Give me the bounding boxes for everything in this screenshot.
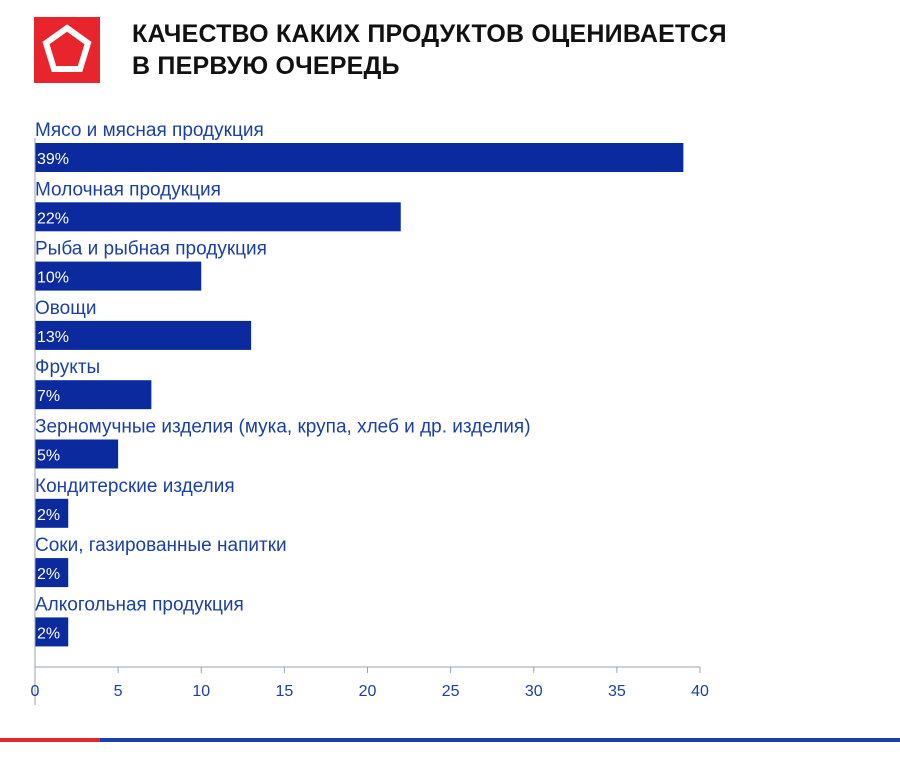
bar (35, 202, 401, 232)
x-tick-label: 40 (691, 683, 709, 700)
x-tick-label: 10 (192, 683, 210, 700)
logo (34, 17, 100, 83)
value-label: 2% (37, 625, 60, 642)
value-label: 22% (37, 210, 69, 227)
x-tick-label: 30 (525, 683, 543, 700)
x-tick-label: 20 (359, 683, 377, 700)
x-tick-label: 15 (275, 683, 293, 700)
category-label: Кондитерские изделия (35, 476, 235, 497)
pentagon-icon (42, 24, 92, 72)
bar (35, 320, 252, 350)
bar (35, 380, 152, 410)
category-label: Зерномучные изделия (мука, крупа, хлеб и… (35, 417, 531, 438)
bar (35, 143, 684, 172)
x-tick-label: 35 (608, 683, 626, 700)
value-label: 5% (37, 448, 60, 465)
footer-line (100, 738, 900, 742)
bar (35, 498, 69, 528)
chart-title-line-1: КАЧЕСТВО КАКИХ ПРОДУКТОВ ОЦЕНИВАЕТСЯ (132, 20, 727, 48)
category-label: Рыба и рыбная продукция (35, 239, 267, 260)
bar (35, 261, 202, 291)
category-label: Соки, газированные напитки (35, 535, 287, 556)
bar (35, 558, 69, 588)
x-tick-label: 0 (31, 683, 40, 700)
chart-title-line-2: В ПЕРВУЮ ОЧЕРЕДЬ (132, 52, 400, 80)
value-label: 10% (37, 270, 69, 287)
bar (35, 439, 119, 469)
category-label: Фрукты (35, 357, 100, 378)
category-label: Молочная продукция (35, 179, 221, 200)
value-label: 2% (37, 507, 60, 524)
category-label: Алкогольная продукция (35, 594, 244, 615)
x-tick-label: 5 (114, 683, 123, 700)
chart-title: КАЧЕСТВО КАКИХ ПРОДУКТОВ ОЦЕНИВАЕТСЯ В П… (132, 18, 727, 82)
bar (35, 617, 69, 647)
value-label: 2% (37, 566, 60, 583)
category-label: Овощи (35, 298, 96, 319)
bar-chart: Мясо и мясная продукция 39% Молочная проду… (31, 120, 709, 705)
x-tick-label: 25 (442, 683, 460, 700)
category-label: Мясо и мясная продукция (35, 120, 264, 141)
value-label: 39% (37, 151, 69, 168)
value-label: 13% (37, 329, 69, 346)
footer-accent-line (0, 738, 100, 742)
value-label: 7% (37, 388, 60, 405)
